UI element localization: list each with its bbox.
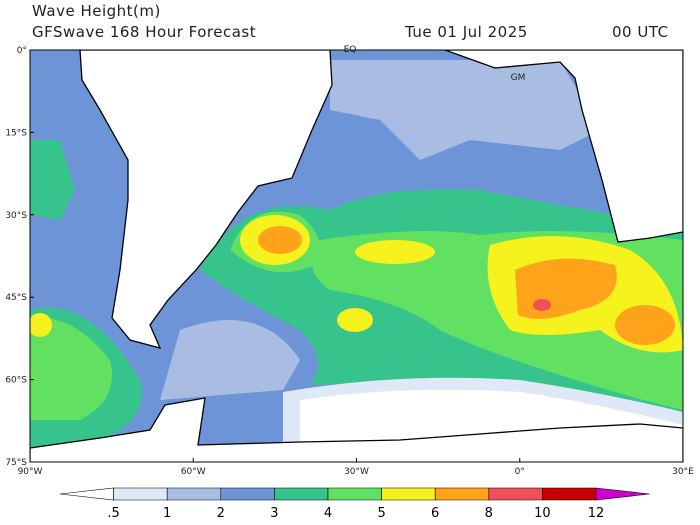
colorbar: .5 1 2 3 4 5 6 8 10 12 [59,487,650,521]
colorbar-label: 2 [217,506,225,521]
header: Wave Height(m) GFSwave 168 Hour Forecast… [32,2,669,41]
color-swatch [488,487,543,501]
place-label: EQ [344,45,357,55]
lat-label: 30°S [5,211,27,221]
place-label: GM [511,73,526,83]
color-swatch [220,487,275,501]
lon-label: 30°E [672,467,694,477]
swell-light [330,60,600,160]
lon-label: 0° [515,467,525,477]
colorbar-label: .5 [107,506,119,521]
lat-label: 15°S [5,128,27,138]
color-swatch [59,487,114,501]
wave-high [30,313,52,337]
lon-label: 30°W [344,467,369,477]
colorbar-label: 5 [377,506,385,521]
wave-high [355,240,435,264]
date: Tue 01 Jul 2025 [404,23,528,41]
lat-label: 45°S [5,293,27,303]
color-swatch [113,487,168,501]
color-swatch [166,487,222,501]
africa [444,50,683,243]
color-swatch [274,487,329,501]
subtitle: GFSwave 168 Hour Forecast [32,23,256,41]
lat-label: 75°S [5,458,27,468]
time: 00 UTC [612,23,669,41]
color-swatch [434,487,490,501]
colorbar-label: 1 [163,506,171,521]
colorbar-label: 12 [588,506,605,521]
colorbar-label: 10 [534,506,551,521]
colorbar-label: 8 [485,506,493,521]
wave-band [30,140,75,220]
map [30,50,683,462]
colorbar-label: 3 [270,506,278,521]
wave-higher [258,226,302,254]
lat-label: 0° [17,46,27,56]
color-swatch [327,487,382,501]
wave-band [30,318,112,420]
wave-higher [615,305,675,345]
swell-light [160,320,300,400]
lon-label: 90°W [18,467,43,477]
axes: 0° 15°S 30°S 45°S 60°S 75°S90°W 60°W 30°W 0° 30°E [5,46,694,477]
antarctica [30,397,683,462]
wave-max [533,299,551,311]
color-swatch [542,487,597,501]
colorbar-label: 4 [324,506,332,521]
lat-label: 60°S [5,376,27,386]
title: Wave Height(m) [32,2,161,20]
color-swatch [381,487,436,501]
wave-high [337,308,373,332]
colorbar-label: 6 [431,506,439,521]
lon-label: 60°W [181,467,206,477]
south-america [79,50,333,349]
color-swatch [595,487,650,501]
